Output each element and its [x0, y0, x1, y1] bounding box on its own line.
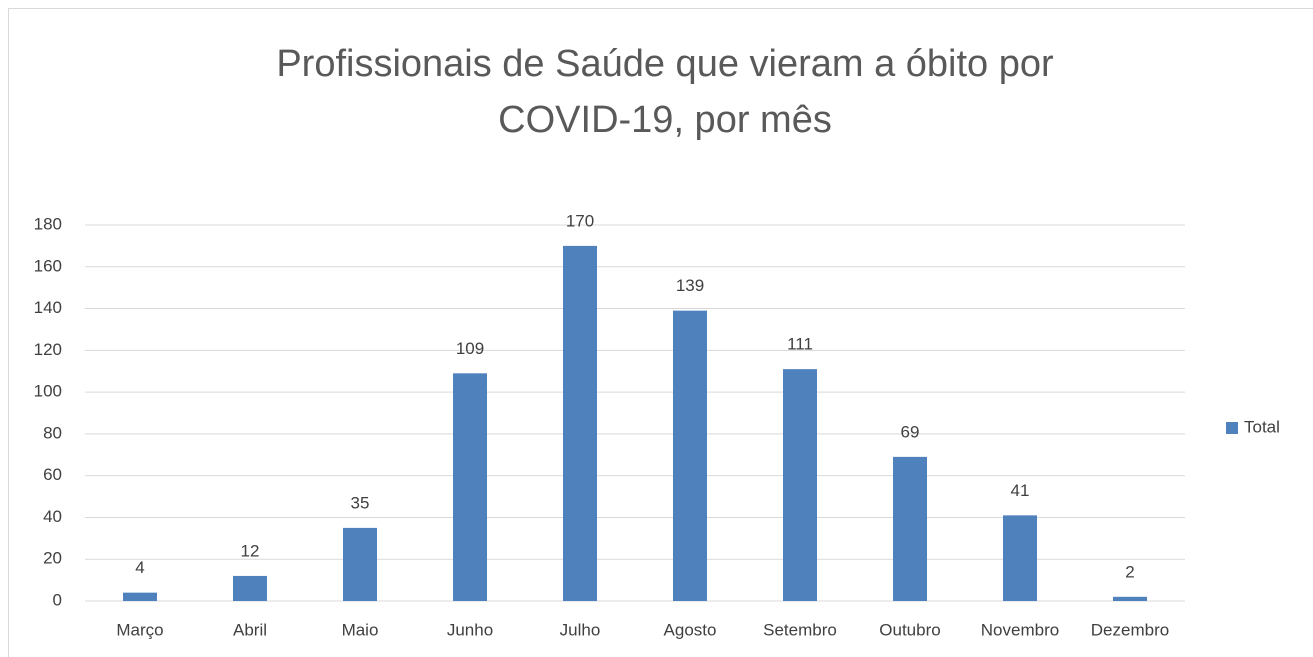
data-label: 139: [676, 276, 704, 295]
chart-border: [8, 8, 1313, 657]
bar: [233, 575, 267, 601]
x-tick-label: Setembro: [763, 620, 837, 639]
y-tick-label: 20: [43, 549, 62, 568]
x-tick-label: Agosto: [664, 620, 717, 639]
data-label: 111: [787, 335, 813, 354]
legend-label: Total: [1244, 417, 1280, 436]
bar: [343, 527, 377, 601]
bar: [563, 245, 597, 601]
x-tick-label: Maio: [342, 620, 379, 639]
bar: [123, 592, 157, 601]
x-tick-label: Dezembro: [1091, 620, 1169, 639]
data-label: 2: [1125, 562, 1134, 581]
bar: [1003, 515, 1037, 601]
x-tick-label: Julho: [560, 620, 601, 639]
y-tick-label: 120: [34, 340, 62, 359]
x-tick-label: Junho: [447, 620, 493, 639]
x-tick-label: Novembro: [981, 620, 1059, 639]
data-label: 69: [901, 422, 920, 441]
data-label: 41: [1011, 481, 1030, 500]
x-tick-label: Março: [116, 620, 163, 639]
y-tick-label: 0: [53, 590, 62, 609]
x-tick-label: Abril: [233, 620, 267, 639]
y-tick-label: 140: [34, 298, 62, 317]
bar: [783, 369, 817, 601]
chart-title: Profissionais de Saúde que vieram a óbit…: [276, 43, 1054, 141]
bar: [673, 310, 707, 601]
legend-swatch: [1226, 422, 1238, 434]
y-tick-label: 40: [43, 507, 62, 526]
data-label: 12: [241, 541, 260, 560]
bar: [453, 373, 487, 601]
bar: [1113, 596, 1147, 601]
y-tick-label: 60: [43, 465, 62, 484]
bar: [893, 456, 927, 601]
data-label: 35: [351, 493, 370, 512]
data-label: 109: [456, 339, 484, 358]
x-tick-label: Outubro: [879, 620, 940, 639]
y-tick-label: 80: [43, 423, 62, 442]
data-label: 170: [566, 211, 594, 230]
y-tick-label: 180: [34, 214, 62, 233]
data-label: 4: [135, 558, 144, 577]
y-tick-label: 100: [34, 382, 62, 401]
y-tick-label: 160: [34, 256, 62, 275]
